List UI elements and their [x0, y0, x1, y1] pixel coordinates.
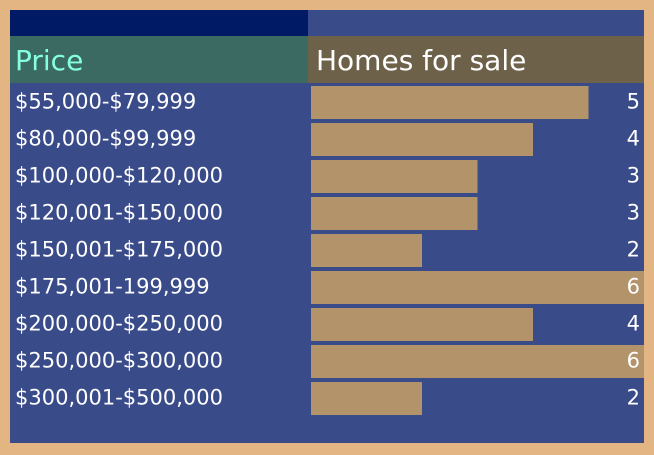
category-label: $200,000-$250,000 — [15, 312, 223, 336]
value-label: 5 — [627, 90, 640, 114]
value-label: 6 — [627, 275, 640, 299]
data-bar — [311, 345, 644, 378]
value-label: 6 — [627, 349, 640, 373]
category-label: $250,000-$300,000 — [15, 349, 223, 373]
data-bar — [311, 234, 422, 267]
category-label: $120,001-$150,000 — [15, 201, 223, 225]
value-label: 2 — [627, 386, 640, 410]
value-header-cell — [308, 36, 644, 83]
category-label: $175,001-199,999 — [15, 275, 210, 299]
value-label: 2 — [627, 238, 640, 262]
data-bar — [311, 308, 533, 341]
category-header-cell — [10, 36, 308, 83]
value-label: 3 — [627, 164, 640, 188]
category-label: $55,000-$79,999 — [15, 90, 196, 114]
category-label: $80,000-$99,999 — [15, 127, 196, 151]
data-bar — [311, 123, 533, 156]
category-header: Price — [15, 44, 83, 77]
value-label: 3 — [627, 201, 640, 225]
category-label: $300,001-$500,000 — [15, 386, 223, 410]
top-band — [10, 10, 308, 36]
value-header: Homes for sale — [316, 44, 526, 77]
category-label: $100,000-$120,000 — [15, 164, 223, 188]
category-label: $150,001-$175,000 — [15, 238, 223, 262]
data-bar — [311, 160, 478, 193]
data-bar — [311, 86, 589, 119]
data-bar — [311, 197, 478, 230]
data-bar — [311, 382, 422, 415]
data-bar — [311, 271, 644, 304]
value-label: 4 — [627, 127, 640, 151]
value-label: 4 — [627, 312, 640, 336]
